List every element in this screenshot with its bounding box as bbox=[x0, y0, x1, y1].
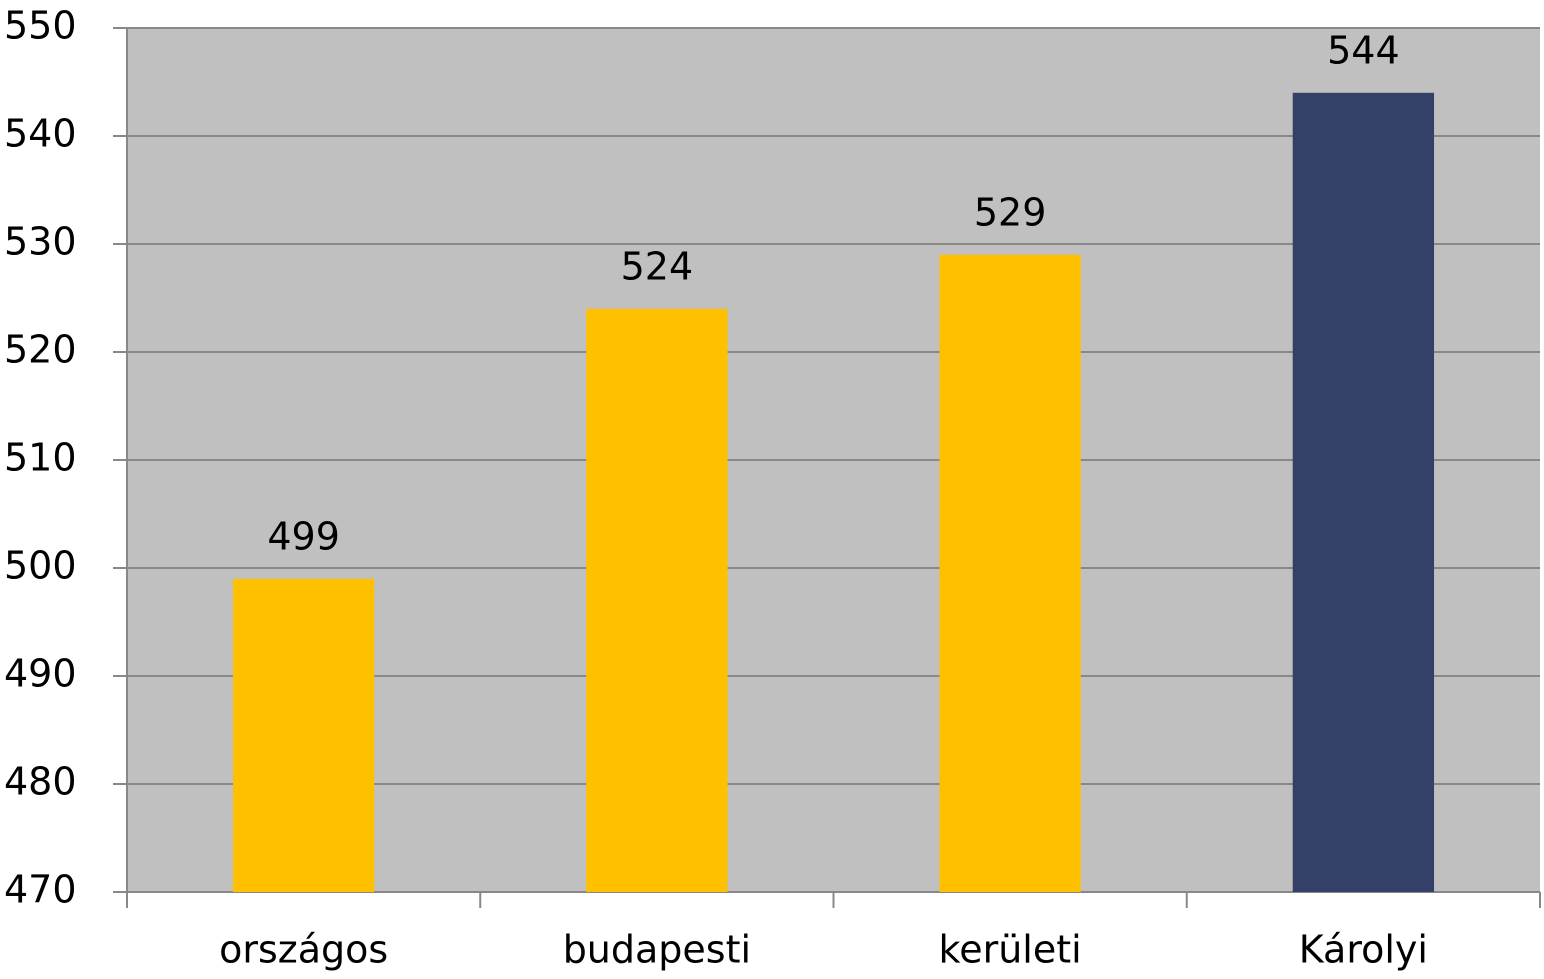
y-tick-label: 470 bbox=[4, 868, 77, 912]
y-tick-label: 510 bbox=[4, 436, 77, 480]
data-label: 524 bbox=[621, 244, 694, 288]
data-label: 544 bbox=[1327, 28, 1400, 72]
data-label: 499 bbox=[267, 514, 340, 558]
x-tick-label: országos bbox=[219, 928, 388, 972]
bar bbox=[1292, 92, 1435, 893]
x-tick-label: budapesti bbox=[563, 928, 751, 972]
bar bbox=[586, 308, 728, 892]
y-tick-label: 550 bbox=[4, 4, 77, 48]
y-tick-label: 490 bbox=[4, 652, 77, 696]
bar bbox=[939, 254, 1081, 893]
x-tick-label: kerületi bbox=[939, 928, 1082, 972]
y-tick-label: 520 bbox=[4, 328, 77, 372]
y-tick-label: 530 bbox=[4, 220, 77, 264]
data-label: 529 bbox=[974, 190, 1047, 234]
x-tick-label: Károlyi bbox=[1299, 928, 1428, 972]
y-tick-label: 500 bbox=[4, 544, 77, 588]
y-tick-label: 540 bbox=[4, 112, 77, 156]
y-tick-label: 480 bbox=[4, 760, 77, 804]
bar bbox=[232, 578, 375, 892]
